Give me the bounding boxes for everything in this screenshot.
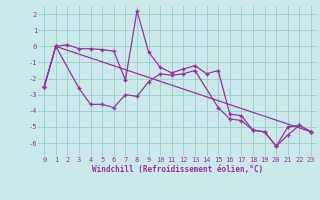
- X-axis label: Windchill (Refroidissement éolien,°C): Windchill (Refroidissement éolien,°C): [92, 165, 263, 174]
